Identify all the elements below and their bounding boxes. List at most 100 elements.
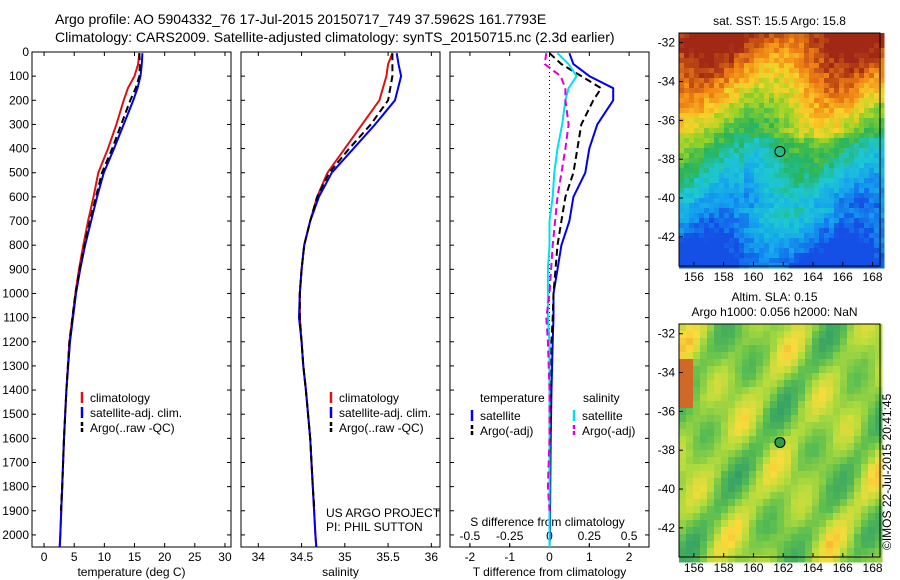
map-cell [854, 331, 862, 339]
map-cell [840, 359, 848, 367]
map-cell [679, 208, 685, 214]
map-cell [784, 258, 790, 264]
map-cell [864, 58, 870, 64]
map-cell [799, 73, 805, 79]
map-cell [789, 58, 795, 64]
map-cell [840, 464, 848, 472]
map-cell [859, 233, 865, 239]
map-cell [839, 228, 845, 234]
map-cell [789, 148, 795, 154]
map-cell [812, 499, 820, 507]
map-cell [840, 443, 848, 451]
map-cell [694, 38, 700, 44]
map-cell [693, 527, 701, 535]
map-cell [829, 233, 835, 239]
y-tick-label: 1700 [2, 455, 29, 469]
map-cell [840, 408, 848, 416]
map-cell [684, 158, 690, 164]
map-y-tick-label: -40 [658, 482, 676, 496]
map-cell [694, 203, 700, 209]
map-cell [814, 233, 820, 239]
map-cell [704, 258, 710, 264]
map-cell [844, 108, 850, 114]
map-cell [814, 138, 820, 144]
map-cell [834, 178, 840, 184]
map-cell [724, 228, 730, 234]
legend-header-temperature: temperature [480, 391, 545, 405]
map-cell [689, 193, 695, 199]
map-cell [789, 118, 795, 124]
map-cell [814, 48, 820, 54]
map-cell [744, 188, 750, 194]
map-cell [679, 534, 687, 542]
map-cell [824, 188, 830, 194]
map-cell [819, 63, 825, 69]
map-cell [829, 208, 835, 214]
map-cell [864, 238, 870, 244]
map-cell [704, 173, 710, 179]
map-cell [749, 338, 757, 346]
map-cell [734, 98, 740, 104]
map-cell [784, 436, 792, 444]
map-cell [784, 93, 790, 99]
map-cell [784, 520, 792, 528]
map-cell [749, 443, 757, 451]
map-cell [764, 158, 770, 164]
map-cell [829, 78, 835, 84]
map-cell [789, 188, 795, 194]
map-cell [704, 243, 710, 249]
map-cell [714, 108, 720, 114]
map-cell [833, 373, 841, 381]
map-cell [834, 58, 840, 64]
map-cell [794, 233, 800, 239]
map-cell [719, 173, 725, 179]
map-cell [699, 138, 705, 144]
map-cell [689, 153, 695, 159]
map-cell [809, 123, 815, 129]
map-cell [834, 53, 840, 59]
map-cell [779, 53, 785, 59]
map-cell [764, 168, 770, 174]
map-cell [874, 208, 880, 214]
map-cell [759, 188, 765, 194]
map-cell [693, 457, 701, 465]
map-cell [854, 208, 860, 214]
map-cell [724, 63, 730, 69]
map-cell [759, 103, 765, 109]
map-cell [764, 118, 770, 124]
map-cell [805, 408, 813, 416]
map-cell [814, 223, 820, 229]
map-cell [686, 499, 694, 507]
map-cell [684, 93, 690, 99]
map-cell [724, 178, 730, 184]
map-cell [749, 108, 755, 114]
map-cell [854, 183, 860, 189]
map-cell [864, 228, 870, 234]
map-cell [861, 415, 869, 423]
map-cell [799, 48, 805, 54]
map-cell [874, 63, 880, 69]
map-cell [859, 113, 865, 119]
map-cell [864, 83, 870, 89]
map-cell [777, 520, 785, 528]
map-cell [714, 541, 722, 549]
map-cell [714, 408, 722, 416]
map-cell [770, 520, 778, 528]
map-cell [869, 258, 875, 264]
map-cell [864, 178, 870, 184]
map-cell [734, 88, 740, 94]
map-cell [839, 173, 845, 179]
map-cell [714, 218, 720, 224]
map-cell [744, 163, 750, 169]
map-cell [724, 173, 730, 179]
map-cell [812, 352, 820, 360]
map-cell [875, 534, 883, 542]
map-cell [719, 253, 725, 259]
map-cell [791, 422, 799, 430]
map-cell [721, 471, 729, 479]
map-cell [749, 408, 757, 416]
map-cell [839, 158, 845, 164]
map-cell [804, 83, 810, 89]
map-cell [679, 48, 685, 54]
map-cell [819, 73, 825, 79]
